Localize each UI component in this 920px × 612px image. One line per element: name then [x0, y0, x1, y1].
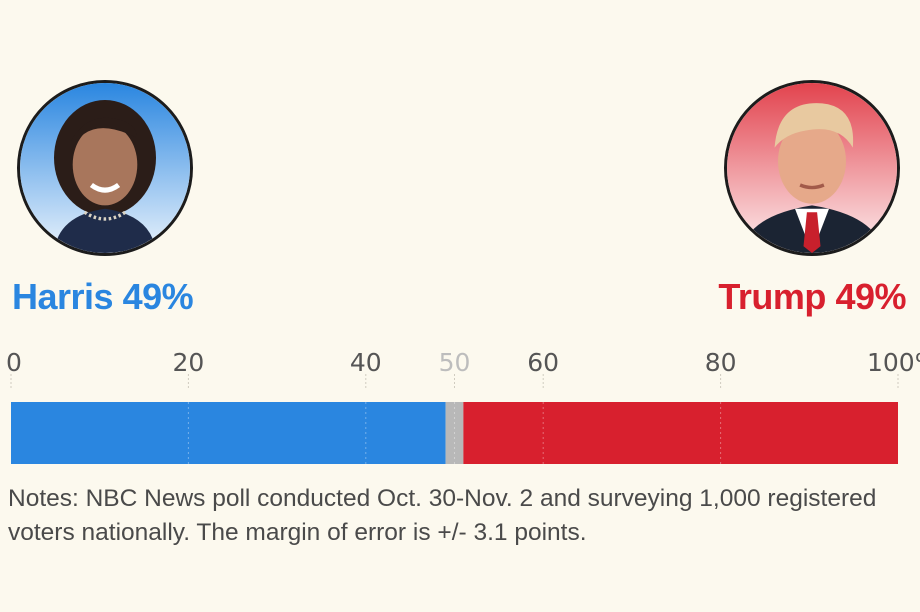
tick-label-0: 0	[6, 348, 22, 377]
notes-text: Notes: NBC News poll conducted Oct. 30-N…	[8, 485, 877, 546]
trump-label: Trump 49%	[718, 276, 906, 318]
bar-segment-harris	[11, 402, 446, 464]
tick-label-50: 50	[439, 348, 471, 377]
tick-label-40: 40	[350, 348, 382, 377]
tick-label-100: 100%	[867, 348, 920, 377]
tick-label-20: 20	[172, 348, 204, 377]
harris-label: Harris 49%	[12, 276, 194, 318]
bar-segment-undecided	[445, 402, 464, 464]
bar-segment-trump	[463, 402, 898, 464]
harris-percent: 49%	[122, 276, 194, 317]
poll-bar-chart: 0 20 40 50 60 80 100%	[6, 348, 920, 464]
harris-portrait-icon	[17, 80, 193, 256]
trump-percent: 49%	[835, 276, 906, 317]
trump-name: Trump	[718, 276, 826, 317]
tick-label-60: 60	[527, 348, 559, 377]
harris-name: Harris	[12, 276, 114, 317]
trump-portrait-icon	[724, 80, 900, 256]
tick-label-80: 80	[705, 348, 737, 377]
